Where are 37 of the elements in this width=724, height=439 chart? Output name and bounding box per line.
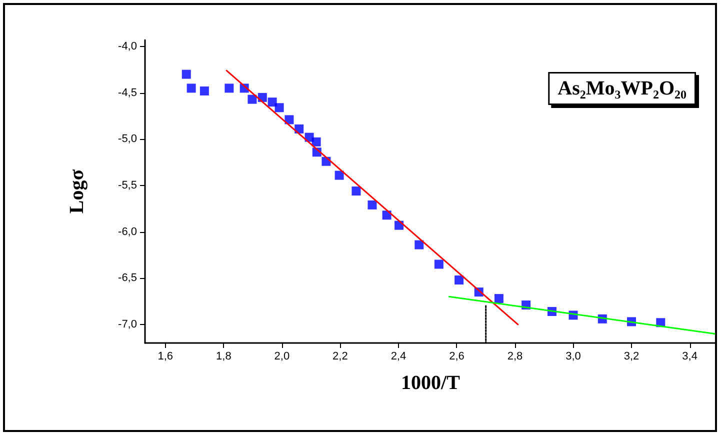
point — [284, 115, 294, 124]
point — [224, 84, 234, 93]
x-tick-label: 2,4 — [390, 350, 406, 362]
x-tick-label: 3,0 — [566, 350, 581, 362]
y-tick-label: -5,0 — [118, 133, 137, 146]
point — [312, 137, 321, 146]
point — [454, 275, 464, 284]
x-axis-title: 1000/T — [401, 372, 461, 394]
x-tick-label: 2,2 — [332, 350, 348, 362]
y-tick-label: -4,0 — [118, 40, 137, 52]
point — [274, 103, 284, 112]
point — [248, 94, 257, 104]
y-tick-label: -6,0 — [118, 226, 137, 238]
point — [352, 186, 361, 196]
y-tick-label: -6,5 — [118, 272, 137, 284]
y-axis-title: Logσ — [66, 169, 88, 214]
point — [268, 98, 277, 107]
x-tick-label: 2,6 — [449, 350, 464, 362]
x-tick-label: 1,6 — [158, 350, 174, 362]
y-tick-label: -4,5 — [118, 86, 137, 99]
point — [186, 84, 196, 93]
x-tick-label: 1,8 — [216, 350, 232, 362]
point — [368, 200, 377, 210]
annotation: As₂Mo₃WP₂O₂₀ — [558, 78, 687, 100]
x-tick-label: 3,2 — [624, 350, 640, 362]
x-tick-label: 2,0 — [274, 350, 290, 362]
point — [200, 86, 209, 96]
point — [182, 70, 191, 79]
point — [414, 240, 424, 250]
point — [434, 260, 444, 269]
point — [294, 124, 304, 134]
point — [494, 294, 504, 304]
y-tick-label: -5,5 — [118, 179, 137, 192]
y-tick-label: -7,0 — [118, 318, 137, 330]
point — [334, 170, 344, 180]
x-tick-label: 2,8 — [507, 350, 523, 362]
x-tick-label: 3,4 — [682, 350, 698, 362]
